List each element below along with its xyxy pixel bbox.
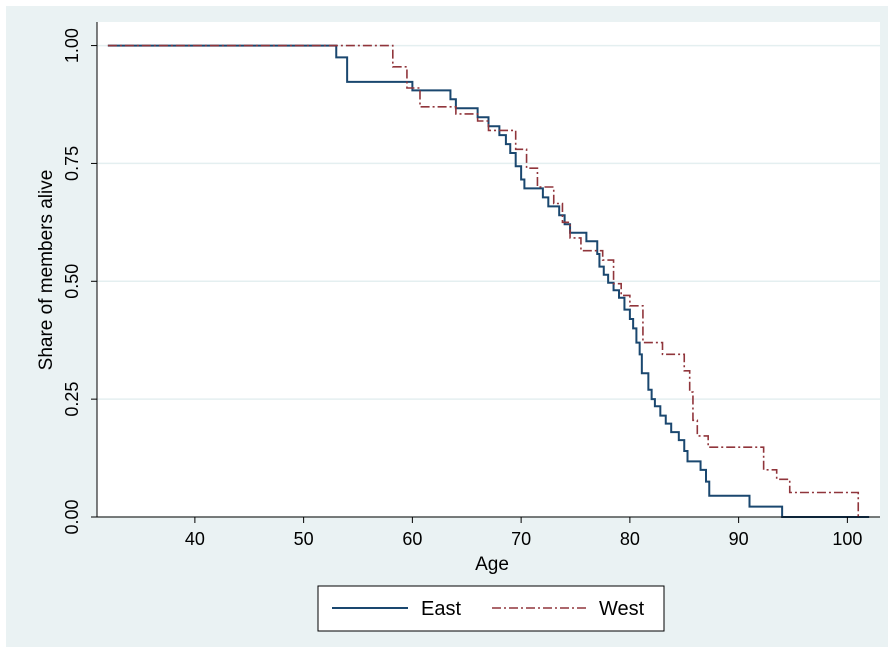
x-tick-label: 90 [729,529,749,549]
legend-label-west: West [599,598,645,620]
x-tick-label: 50 [294,529,314,549]
x-tick-label: 70 [511,529,531,549]
y-tick-label: 0.25 [62,382,82,417]
x-tick-label: 80 [620,529,640,549]
legend-label-east: East [421,598,461,620]
y-axis-ticks: 0.00 0.25 0.50 0.75 1.00 [62,28,97,535]
x-axis-ticks: 40 50 60 70 80 90 100 [185,517,862,549]
x-tick-label: 40 [185,529,205,549]
y-tick-label: 0.50 [62,264,82,299]
legend: East West [317,585,665,632]
plot-area [97,22,880,517]
x-axis-title: Age [475,554,509,575]
x-tick-label: 100 [832,529,862,549]
x-tick-label: 60 [402,529,422,549]
series-lines [107,44,870,518]
legend-box [317,585,665,632]
y-tick-label: 1.00 [62,28,82,63]
series-line-east [107,44,870,518]
y-tick-label: 0.75 [62,146,82,181]
y-axis-title: Share of members alive [36,170,57,371]
y-tick-label: 0.00 [62,499,82,534]
series-line-west [107,44,860,517]
